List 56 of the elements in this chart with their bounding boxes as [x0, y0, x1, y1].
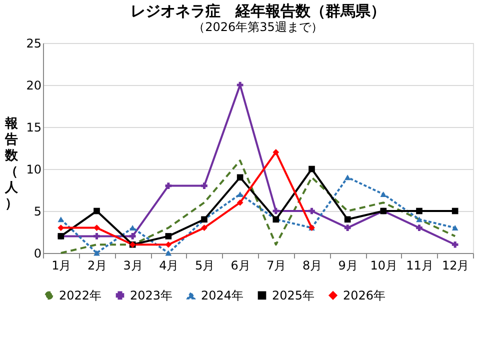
point [308, 208, 315, 214]
x-tick-label: 12月 [442, 258, 470, 272]
point [272, 208, 280, 214]
point [165, 233, 172, 240]
point [94, 250, 100, 256]
x-tick-label: 7月 [266, 258, 286, 272]
y-tick-label: 10 [26, 162, 42, 176]
point [94, 208, 100, 214]
legend-label: 2024年 [201, 288, 244, 303]
x-tick-label: 11月 [406, 258, 434, 272]
x-tick-label: 1月 [52, 258, 72, 272]
point [308, 166, 315, 172]
legend-label: 2022年 [59, 288, 102, 302]
point [129, 233, 136, 240]
point [129, 225, 136, 231]
legend-label: 2023年 [130, 288, 173, 302]
point [165, 241, 172, 248]
point [416, 216, 422, 222]
point [201, 182, 208, 189]
point [58, 216, 64, 222]
x-tick-label: 2月 [87, 258, 108, 272]
y-tick-label: 20 [26, 78, 42, 92]
x-tick-label: 4月 [159, 258, 179, 272]
point [344, 216, 351, 223]
chart-subtitle: （2026年第35週まで） [193, 20, 323, 34]
point [380, 191, 387, 197]
x-tick-label: 5月 [194, 258, 215, 272]
y-tick-label: 5 [34, 204, 42, 218]
x-tick-label: 8月 [302, 258, 322, 272]
y-tick-label: 25 [26, 36, 42, 50]
chart-title: レジオネラ症 経年報告数（群馬県） [130, 2, 386, 20]
point [94, 233, 100, 240]
x-tick-label: 10月 [370, 258, 398, 272]
point [452, 208, 458, 214]
point [452, 225, 458, 231]
x-tick-label: 3月 [123, 258, 143, 272]
x-tick-label: 6月 [230, 258, 250, 272]
y-tick-label: 0 [34, 246, 42, 260]
point [236, 199, 244, 206]
point [58, 224, 64, 231]
point [344, 224, 351, 231]
point [165, 250, 172, 256]
point [201, 224, 208, 231]
point [416, 224, 422, 231]
y-axis-title: 報告数（人） [4, 116, 19, 212]
legend-label: 2025年 [272, 288, 315, 302]
point [165, 182, 172, 189]
point [94, 224, 100, 231]
point [452, 241, 458, 248]
point [344, 174, 351, 180]
x-tick-label: 9月 [338, 258, 358, 272]
y-tick-label: 15 [26, 120, 42, 134]
point [272, 149, 280, 156]
legend-label: 2026年 [343, 288, 386, 302]
point [236, 174, 244, 181]
point [416, 208, 422, 214]
